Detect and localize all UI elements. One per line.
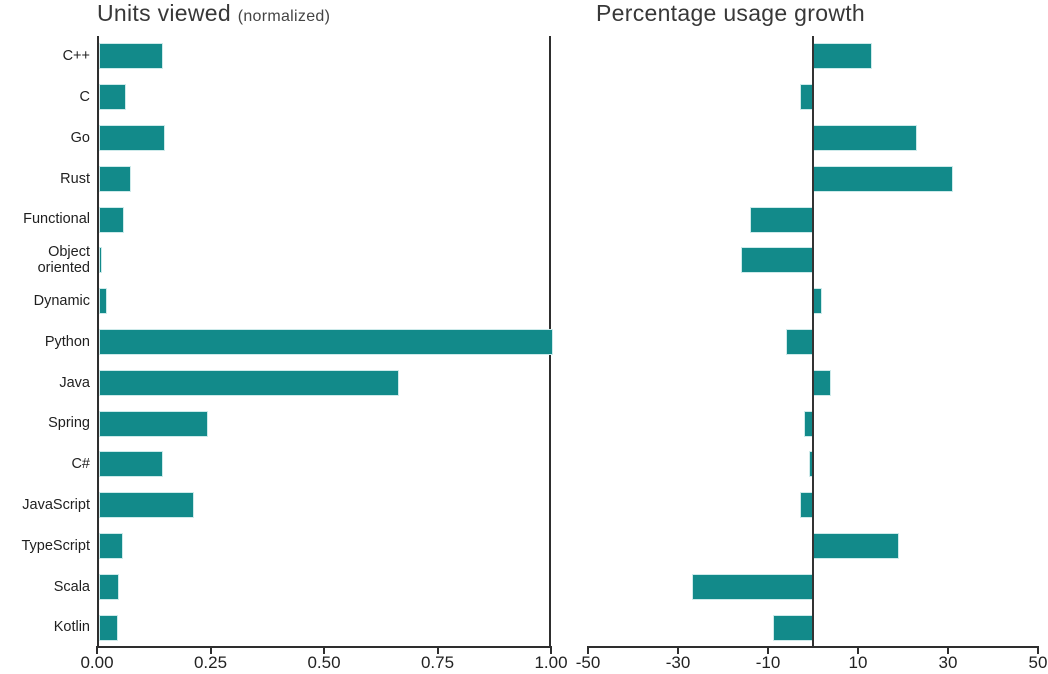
right-chart-title-text: Percentage usage growth (596, 0, 866, 26)
x-tick-mark (857, 646, 859, 654)
category-label-java: Java (59, 374, 90, 391)
x-tick-mark (767, 646, 769, 654)
bar-c- (99, 451, 163, 478)
zero-baseline (812, 36, 814, 646)
bar-kotlin (772, 614, 813, 641)
category-label-typescript: TypeScript (21, 537, 91, 554)
x-tick-label: 1.00 (534, 653, 568, 672)
bar-java (99, 369, 399, 396)
bar-object-oriented (99, 247, 102, 274)
bar-typescript (99, 533, 124, 559)
left-chart-title-note: (normalized) (237, 8, 331, 25)
category-label-scala: Scala (53, 578, 90, 595)
left-chart-title-text: Units viewed (97, 0, 231, 26)
x-tick-label: -30 (665, 653, 691, 672)
category-label-c: C (79, 89, 90, 106)
bar-scala (691, 573, 813, 600)
x-tick-mark (209, 646, 212, 654)
bar-spring (99, 410, 208, 437)
bar-c (99, 84, 127, 111)
bar-c (799, 84, 813, 111)
bar-typescript (813, 533, 899, 559)
category-label-python: Python (44, 333, 90, 350)
units-viewed-plot-area (97, 36, 553, 648)
x-tick-label: 30 (938, 653, 958, 672)
bar-functional (750, 206, 813, 233)
category-label-object-oriented: Object oriented (37, 244, 90, 277)
x-tick-mark (947, 646, 949, 654)
bar-rust (813, 165, 953, 192)
bar-javascript (799, 492, 813, 519)
x-tick-mark (1037, 646, 1039, 654)
x-tick-mark (323, 646, 325, 654)
category-label-functional: Functional (23, 211, 90, 228)
category-label-javascript: JavaScript (22, 497, 90, 514)
bar-javascript (99, 492, 195, 519)
bar-rust (99, 165, 131, 192)
bar-c- (99, 43, 163, 70)
category-label-kotlin: Kotlin (53, 619, 90, 636)
category-label-c-: C# (71, 456, 90, 473)
bar-functional (99, 206, 124, 233)
bar-go (813, 125, 917, 151)
x-tick-label: 0.00 (80, 653, 114, 672)
bar-c- (813, 43, 872, 70)
x-tick-label: 10 (848, 653, 868, 672)
category-label-rust: Rust (60, 170, 90, 187)
bar-dynamic (813, 288, 822, 315)
x-tick-label: -50 (575, 653, 601, 672)
bar-java (813, 369, 831, 396)
x-tick-label: 50 (1028, 653, 1048, 672)
bar-go (99, 125, 165, 151)
category-label-dynamic: Dynamic (33, 293, 90, 310)
x-tick-mark (550, 646, 552, 654)
x-tick-mark (587, 646, 589, 654)
x-tick-mark (436, 646, 439, 654)
x-tick-mark (677, 646, 679, 654)
left-chart-title: Units viewed (normalized) (97, 0, 330, 30)
usage-growth-plot-area (588, 36, 1038, 648)
category-label-go: Go (70, 129, 90, 146)
bar-python (786, 329, 813, 355)
x-tick-label: 0.25 (193, 653, 228, 672)
category-label-c-: C++ (62, 48, 90, 65)
bar-scala (99, 573, 119, 600)
bar-kotlin (99, 614, 119, 641)
x-tick-mark (96, 646, 98, 654)
bar-dynamic (99, 288, 108, 315)
category-axis-labels: C++ C Go Rust Functional Object oriented Dynam… (0, 36, 91, 648)
category-label-spring: Spring (48, 415, 90, 432)
x-tick-label: 0.75 (420, 653, 455, 672)
bar-object-oriented (741, 247, 813, 274)
x-tick-label: -10 (755, 653, 781, 672)
right-chart-title: Percentage usage growth (596, 0, 865, 30)
x-tick-label: 0.50 (307, 653, 341, 672)
bar-python (99, 329, 553, 355)
